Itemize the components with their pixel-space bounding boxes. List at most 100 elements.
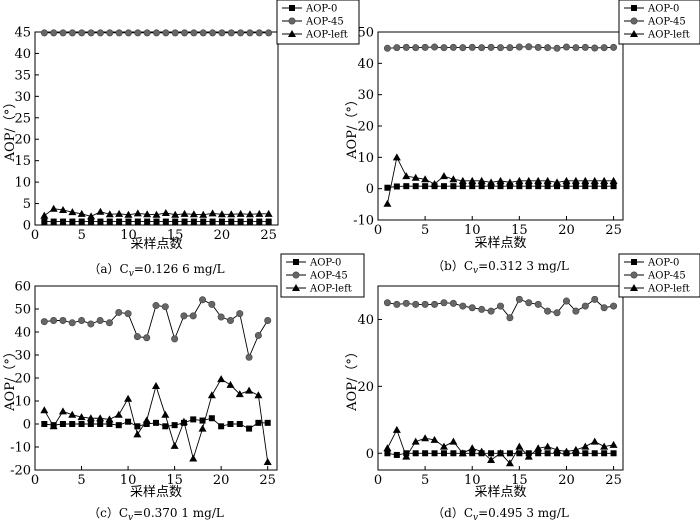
x-tick-label: 20 (213, 473, 230, 488)
data-point-AOP-0 (516, 183, 523, 190)
data-point-AOP-left (105, 210, 114, 218)
data-point-AOP-0 (97, 421, 104, 427)
data-point-AOP-left (87, 212, 96, 220)
data-point-AOP-45 (189, 312, 197, 320)
data-point-AOP-left (207, 391, 216, 399)
data-point-AOP-45 (59, 316, 67, 324)
data-point-AOP-45 (161, 303, 169, 311)
legend-label: AOP-left (647, 284, 690, 295)
data-point-AOP-left (439, 172, 448, 180)
data-point-AOP-0 (41, 421, 48, 427)
data-point-AOP-0 (393, 183, 400, 190)
data-point-AOP-left (411, 173, 420, 181)
data-point-AOP-0 (506, 183, 513, 190)
data-point-AOP-left (515, 442, 524, 450)
data-point-AOP-left (68, 208, 77, 216)
data-point-AOP-left (383, 199, 392, 207)
data-point-AOP-left (189, 210, 198, 218)
legend: AOP-0 AOP-45 AOP-left (618, 0, 700, 45)
y-tick-label: 10 (14, 176, 31, 191)
legend-label: AOP-45 (647, 271, 686, 282)
data-point-AOP-45 (68, 29, 76, 37)
data-point-AOP-0 (255, 419, 262, 426)
data-point-AOP-45 (237, 29, 245, 37)
data-point-AOP-left (133, 430, 142, 438)
y-tick-label: 20 (357, 380, 374, 395)
data-point-AOP-left (254, 391, 263, 399)
data-point-AOP-45 (208, 300, 216, 308)
data-point-AOP-0 (171, 422, 178, 429)
data-point-AOP-left (217, 210, 226, 218)
data-point-AOP-45 (487, 307, 495, 315)
x-tick-label: 10 (464, 223, 481, 238)
y-axis-title: AOP/（°） (345, 345, 360, 412)
data-point-AOP-45 (143, 334, 151, 342)
series-line-AOP-left (387, 428, 614, 465)
data-point-AOP-45 (600, 44, 608, 52)
data-point-AOP-45 (562, 43, 570, 51)
data-point-AOP-left (264, 209, 273, 217)
y-tick-label: 0 (366, 447, 374, 462)
panel-caption: （c）Cv=0.370 1 mg/L (88, 506, 224, 523)
data-point-AOP-0 (190, 218, 197, 225)
data-point-AOP-left (142, 416, 151, 424)
data-point-AOP-left (245, 210, 254, 218)
legend-label: AOP-0 (647, 4, 679, 15)
x-tick-label: 25 (605, 223, 622, 238)
data-point-AOP-0 (384, 184, 391, 191)
data-point-AOP-left (477, 447, 486, 455)
data-point-AOP-0 (572, 183, 579, 190)
data-point-AOP-left (105, 415, 114, 423)
data-point-AOP-0 (236, 421, 243, 427)
legend-marker-AOP-left (630, 284, 638, 291)
plot-frame (34, 31, 279, 226)
legend-marker-AOP-45 (630, 17, 638, 25)
data-point-AOP-left (161, 208, 170, 216)
data-point-AOP-left (496, 449, 505, 457)
x-tick-label: 25 (605, 473, 622, 488)
data-point-AOP-45 (40, 318, 48, 326)
data-point-AOP-45 (87, 29, 95, 37)
x-tick-label: 15 (167, 228, 184, 243)
data-point-AOP-0 (488, 450, 495, 457)
data-point-AOP-45 (553, 44, 561, 52)
legend: AOP-0 AOP-45 AOP-left (618, 253, 700, 298)
data-point-AOP-0 (50, 218, 57, 225)
plot-frame (377, 285, 624, 471)
data-point-AOP-45 (115, 29, 123, 37)
y-tick-label: 30 (14, 90, 31, 105)
data-point-AOP-45 (265, 29, 273, 37)
data-point-AOP-45 (78, 29, 86, 37)
data-point-AOP-0 (116, 218, 123, 225)
data-point-AOP-left (562, 447, 571, 455)
data-point-AOP-left (189, 454, 198, 462)
data-point-AOP-0 (97, 218, 104, 225)
x-tick-label: 0 (374, 223, 382, 238)
data-point-AOP-0 (601, 183, 608, 190)
data-point-AOP-0 (153, 218, 160, 225)
data-point-AOP-left (553, 178, 562, 186)
data-point-AOP-45 (393, 44, 401, 52)
x-tick-label: 0 (31, 228, 39, 243)
data-point-AOP-left (198, 424, 207, 432)
data-point-AOP-45 (402, 43, 410, 51)
data-point-AOP-0 (591, 450, 598, 457)
y-tick-label: 0 (366, 182, 374, 197)
data-point-AOP-left (468, 176, 477, 184)
data-point-AOP-left (524, 452, 533, 460)
legend-marker-AOP-45 (288, 17, 296, 25)
data-point-AOP-45 (59, 29, 67, 37)
data-point-AOP-0 (601, 450, 608, 457)
data-point-AOP-0 (218, 423, 225, 430)
data-point-AOP-0 (153, 419, 159, 426)
x-tick-label: 0 (374, 473, 382, 488)
data-point-AOP-0 (134, 218, 141, 225)
data-point-AOP-left (161, 410, 170, 418)
data-point-AOP-left (171, 210, 180, 218)
data-point-AOP-0 (115, 422, 122, 429)
data-point-AOP-0 (582, 183, 589, 190)
data-point-AOP-left (152, 210, 161, 218)
data-point-AOP-45 (246, 29, 254, 37)
data-point-AOP-45 (190, 29, 198, 37)
data-point-AOP-left (477, 176, 486, 184)
